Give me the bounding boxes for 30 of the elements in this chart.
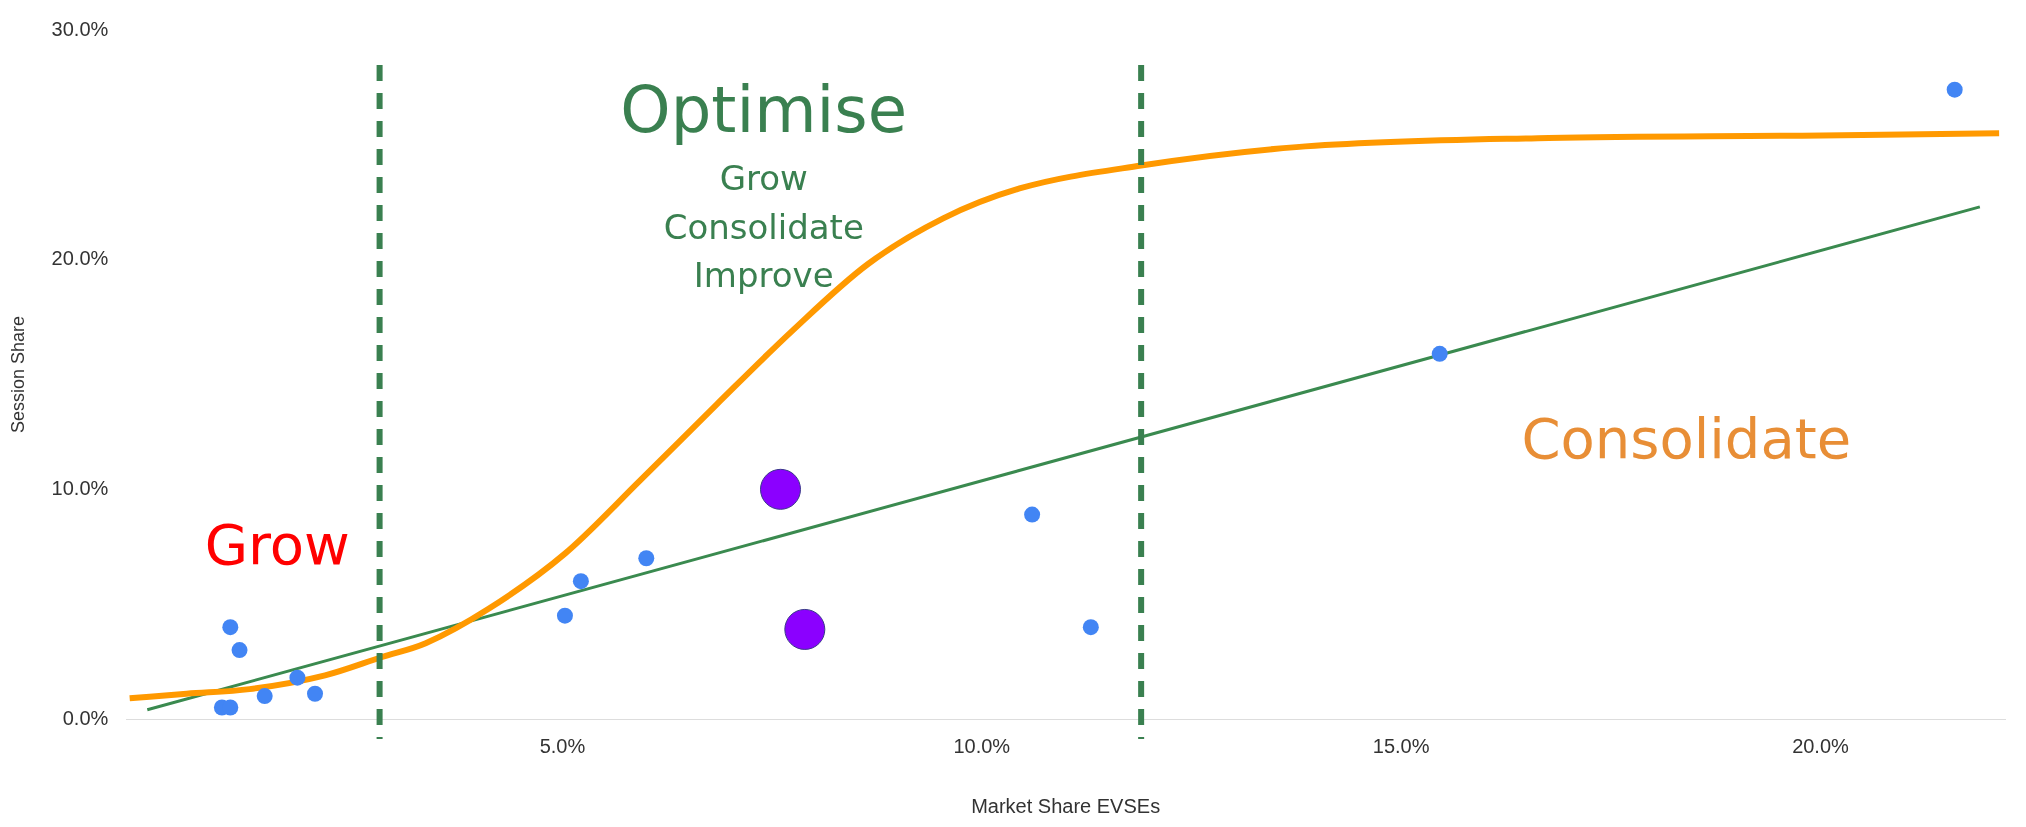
point — [784, 608, 826, 650]
x-tick-label: 10.0% — [953, 734, 1011, 757]
point — [289, 669, 306, 686]
point — [256, 688, 273, 705]
point — [231, 642, 248, 659]
annotation: Improve — [693, 254, 834, 295]
x-tick-label: 5.0% — [539, 734, 586, 757]
point — [307, 685, 324, 702]
point — [556, 607, 573, 624]
annotation: Consolidate — [1521, 405, 1852, 471]
annotation: Grow — [719, 158, 808, 199]
y-tick-label: 20.0% — [51, 247, 109, 270]
point — [1431, 345, 1448, 362]
y-tick-label: 0.0% — [62, 706, 109, 729]
x-axis-title: Market Share EVSEs — [971, 794, 1161, 817]
point — [1946, 81, 1963, 98]
y-axis-title: Session Share — [7, 315, 28, 434]
point — [1082, 619, 1099, 636]
annotation: Optimise — [620, 72, 908, 147]
point — [638, 550, 655, 567]
annotation: Consolidate — [663, 206, 864, 247]
y-tick-label: 30.0% — [51, 17, 109, 40]
point — [760, 468, 801, 510]
x-tick-label: 15.0% — [1372, 734, 1430, 757]
annotation: Grow — [204, 511, 350, 577]
point — [222, 619, 239, 636]
x-tick-label: 20.0% — [1792, 734, 1850, 757]
point — [572, 573, 589, 590]
point — [1024, 506, 1041, 523]
y-tick-label: 10.0% — [51, 476, 109, 499]
